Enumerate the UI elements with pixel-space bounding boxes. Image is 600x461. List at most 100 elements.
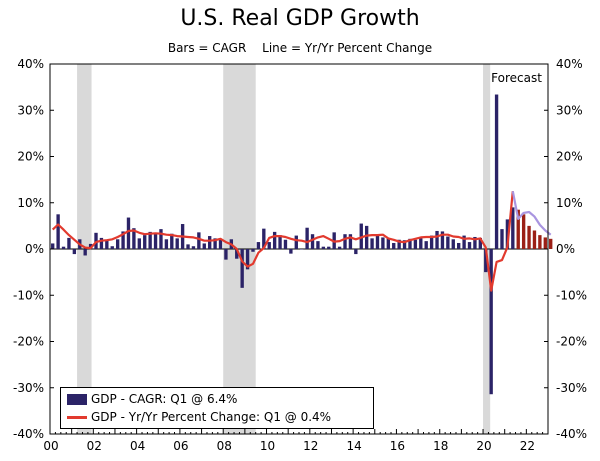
bar-cagr xyxy=(148,231,152,249)
bar-cagr xyxy=(348,234,353,249)
y-tick-label-left: 10% xyxy=(17,196,44,210)
yoy-line xyxy=(51,191,514,292)
bar-cagr xyxy=(218,238,223,249)
y-tick-label-left: 30% xyxy=(17,103,44,117)
bar-cagr xyxy=(51,243,55,249)
bar-cagr xyxy=(467,242,472,249)
bar-cagr xyxy=(175,238,179,249)
bar-cagr xyxy=(235,249,239,259)
y-tick-label-right: 40% xyxy=(556,57,583,71)
legend-label-yoy: GDP - Yr/Yr Percent Change: Q1 @ 0.4% xyxy=(91,410,332,424)
bar-cagr xyxy=(489,249,493,395)
bar-cagr xyxy=(402,240,407,249)
bar-cagr xyxy=(462,235,466,249)
bar-forecast xyxy=(527,225,531,249)
x-tick-label: 14 xyxy=(346,439,361,453)
bar-cagr xyxy=(278,235,282,249)
bar-cagr xyxy=(245,249,250,270)
x-tick-label: 02 xyxy=(87,439,102,453)
bar-cagr xyxy=(446,236,450,249)
bar-cagr xyxy=(370,238,374,249)
legend-swatch-bar xyxy=(67,394,87,405)
y-tick-label-left: -30% xyxy=(13,381,44,395)
forecast-label: Forecast xyxy=(491,71,542,85)
y-tick-label-left: -40% xyxy=(13,427,44,441)
bar-forecast xyxy=(543,237,547,249)
bar-cagr xyxy=(429,235,434,249)
bar-cagr xyxy=(321,246,326,249)
bar-cagr xyxy=(473,236,477,249)
x-tick-label: 20 xyxy=(476,439,491,453)
bar-cagr xyxy=(419,238,423,249)
bar-cagr xyxy=(126,217,131,249)
x-tick-label: 16 xyxy=(390,439,405,453)
bar-forecast xyxy=(549,238,553,249)
bar-cagr xyxy=(121,231,125,249)
bar-cagr xyxy=(67,237,71,249)
bar-cagr xyxy=(375,234,380,249)
bar-cagr xyxy=(213,238,217,249)
y-tick-label-right: -30% xyxy=(556,381,587,395)
bar-forecast xyxy=(516,209,520,249)
bar-cagr xyxy=(408,238,412,249)
x-tick-label: 12 xyxy=(303,439,318,453)
bar-cagr xyxy=(251,249,255,252)
subtitle-bars: Bars = CAGR xyxy=(167,41,247,55)
bar-cagr xyxy=(283,239,288,249)
bar-cagr xyxy=(224,249,228,260)
bar-cagr xyxy=(478,237,483,249)
bar-cagr xyxy=(143,235,147,249)
bar-cagr xyxy=(424,241,428,249)
y-tick-label-right: -20% xyxy=(556,335,587,349)
bar-cagr xyxy=(392,242,396,249)
y-tick-label-left: 20% xyxy=(17,150,44,164)
x-tick-label: 04 xyxy=(130,439,145,453)
bar-cagr xyxy=(61,246,66,249)
bar-cagr xyxy=(197,232,201,249)
bar-cagr xyxy=(484,249,488,273)
y-tick-label-right: -10% xyxy=(556,288,587,302)
bar-cagr xyxy=(500,229,504,249)
y-tick-label-left: 0% xyxy=(25,242,44,256)
bar-cagr xyxy=(164,239,169,249)
bar-cagr xyxy=(354,249,358,255)
y-tick-label-right: -40% xyxy=(556,427,587,441)
y-tick-label-right: 20% xyxy=(556,150,583,164)
y-tick-label-left: -20% xyxy=(13,335,44,349)
bar-cagr xyxy=(505,219,510,249)
bar-cagr xyxy=(397,239,401,249)
bar-cagr xyxy=(115,239,120,249)
bar-cagr xyxy=(305,227,309,249)
legend-label-cagr: GDP - CAGR: Q1 @ 6.4% xyxy=(91,392,238,406)
bar-cagr xyxy=(386,238,390,249)
x-tick-label: 06 xyxy=(173,439,188,453)
bar-cagr xyxy=(88,243,93,249)
bar-forecast xyxy=(532,230,537,249)
bar-cagr xyxy=(440,231,445,249)
y-tick-label-left: 40% xyxy=(17,57,44,71)
bar-cagr xyxy=(170,233,174,249)
bar-cagr xyxy=(316,241,320,249)
y-tick-label-right: 30% xyxy=(556,103,583,117)
bar-cagr xyxy=(294,235,298,249)
chart-legend: GDP - CAGR: Q1 @ 6.4% GDP - Yr/Yr Percen… xyxy=(60,387,374,429)
bar-cagr xyxy=(327,246,331,249)
bar-cagr xyxy=(105,240,109,249)
bar-cagr xyxy=(457,242,461,249)
bar-cagr xyxy=(256,242,261,249)
bar-cagr xyxy=(99,237,104,249)
bar-cagr xyxy=(83,249,87,256)
bar-cagr xyxy=(240,249,244,288)
x-tick-label: 00 xyxy=(43,439,58,453)
chart-title: U.S. Real GDP Growth xyxy=(180,6,420,31)
bar-cagr xyxy=(132,228,136,249)
chart-subtitle: Bars = CAGR Line = Yr/Yr Percent Change xyxy=(0,41,600,55)
bar-cagr xyxy=(56,214,60,249)
bar-cagr xyxy=(159,229,163,249)
bar-cagr xyxy=(191,246,196,249)
bar-cagr xyxy=(202,243,206,249)
bar-cagr xyxy=(153,232,158,249)
x-tick-label: 22 xyxy=(520,439,535,453)
y-tick-label-right: 10% xyxy=(556,196,583,210)
x-tick-label: 10 xyxy=(260,439,275,453)
